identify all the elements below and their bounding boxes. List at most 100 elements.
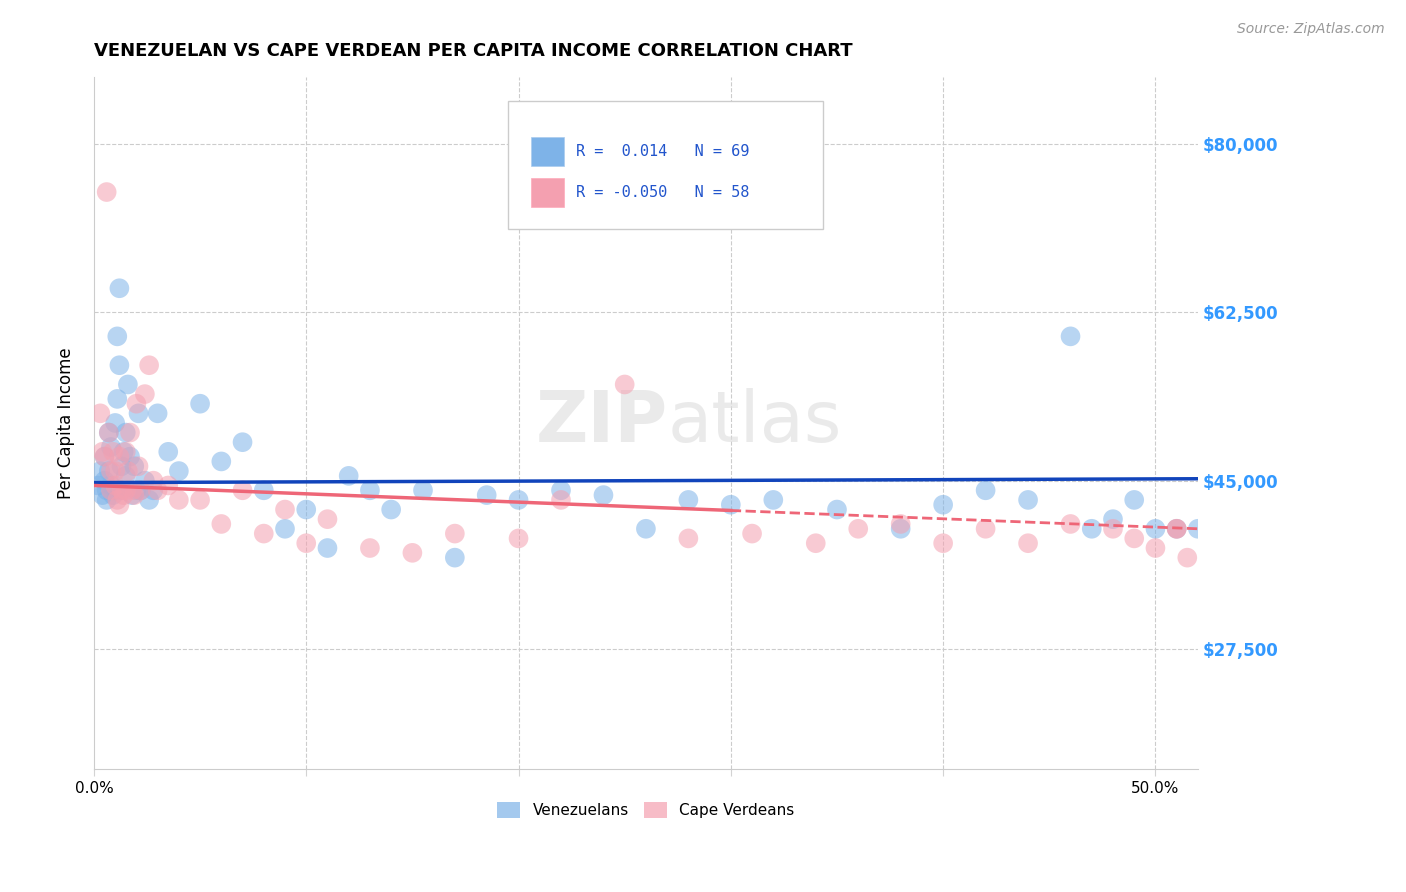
Point [475, 488, 498, 502]
Point [104, 478, 127, 492]
Point [96, 483, 118, 498]
Point [122, 459, 145, 474]
Point [1166, 522, 1188, 536]
Point [932, 536, 955, 550]
Point [96, 492, 118, 507]
Point [550, 483, 572, 498]
Point [125, 483, 148, 498]
Point [138, 492, 160, 507]
Point [104, 483, 127, 498]
Point [167, 492, 190, 507]
Point [101, 445, 124, 459]
Point [146, 483, 169, 498]
Point [146, 406, 169, 420]
Point [105, 492, 128, 507]
Point [108, 358, 131, 372]
Point [253, 483, 276, 498]
Point [1144, 522, 1167, 536]
Point [93, 474, 115, 488]
Point [720, 498, 742, 512]
Point [118, 425, 141, 440]
Point [359, 483, 381, 498]
FancyBboxPatch shape [508, 101, 823, 229]
Point [105, 392, 128, 406]
Text: VENEZUELAN VS CAPE VERDEAN PER CAPITA INCOME CORRELATION CHART: VENEZUELAN VS CAPE VERDEAN PER CAPITA IN… [94, 42, 852, 60]
Text: R =  0.014   N = 69: R = 0.014 N = 69 [576, 144, 749, 159]
Point [129, 483, 152, 498]
Point [974, 522, 997, 536]
FancyBboxPatch shape [531, 136, 564, 166]
Point [412, 483, 434, 498]
Point [142, 474, 165, 488]
Y-axis label: Per Capita Income: Per Capita Income [58, 347, 75, 499]
Point [128, 406, 150, 420]
Point [134, 474, 156, 488]
Point [890, 522, 912, 536]
Point [1187, 522, 1209, 536]
Point [974, 483, 997, 498]
Point [110, 483, 132, 498]
Point [108, 498, 131, 512]
Point [1208, 526, 1230, 541]
Point [1166, 522, 1188, 536]
Point [114, 483, 136, 498]
Point [121, 488, 143, 502]
Point [508, 492, 530, 507]
Point [100, 440, 122, 454]
Point [157, 445, 180, 459]
Point [508, 532, 530, 546]
Point [209, 454, 232, 468]
Point [110, 459, 132, 474]
Point [112, 488, 135, 502]
Point [157, 478, 180, 492]
Point [104, 416, 127, 430]
Point [825, 502, 848, 516]
Point [337, 468, 360, 483]
Text: ZIP: ZIP [536, 388, 668, 458]
Point [634, 522, 657, 536]
Point [1080, 522, 1102, 536]
Point [232, 435, 254, 450]
Point [108, 281, 131, 295]
Point [114, 425, 136, 440]
Point [125, 397, 148, 411]
Point [932, 498, 955, 512]
Point [592, 488, 614, 502]
Point [762, 492, 785, 507]
Point [91, 488, 114, 502]
Point [232, 483, 254, 498]
Point [188, 492, 211, 507]
Point [105, 329, 128, 343]
Point [846, 522, 869, 536]
Point [122, 488, 145, 502]
Point [295, 502, 318, 516]
Point [274, 502, 297, 516]
Point [167, 464, 190, 478]
Point [1144, 541, 1167, 555]
Point [87, 478, 110, 492]
Point [209, 516, 232, 531]
Point [93, 450, 115, 464]
Point [550, 492, 572, 507]
Point [89, 406, 111, 420]
Point [101, 488, 124, 502]
Point [114, 468, 136, 483]
Point [100, 483, 122, 498]
Point [444, 550, 467, 565]
Point [1123, 492, 1146, 507]
Point [142, 483, 165, 498]
Point [274, 522, 297, 536]
Point [613, 377, 636, 392]
Point [1102, 512, 1125, 526]
Point [134, 387, 156, 401]
Point [100, 478, 122, 492]
Point [108, 450, 131, 464]
Point [121, 483, 143, 498]
Point [138, 358, 160, 372]
Point [114, 445, 136, 459]
Point [97, 425, 120, 440]
Point [97, 464, 120, 478]
Point [316, 541, 339, 555]
Point [104, 464, 127, 478]
Point [253, 526, 276, 541]
